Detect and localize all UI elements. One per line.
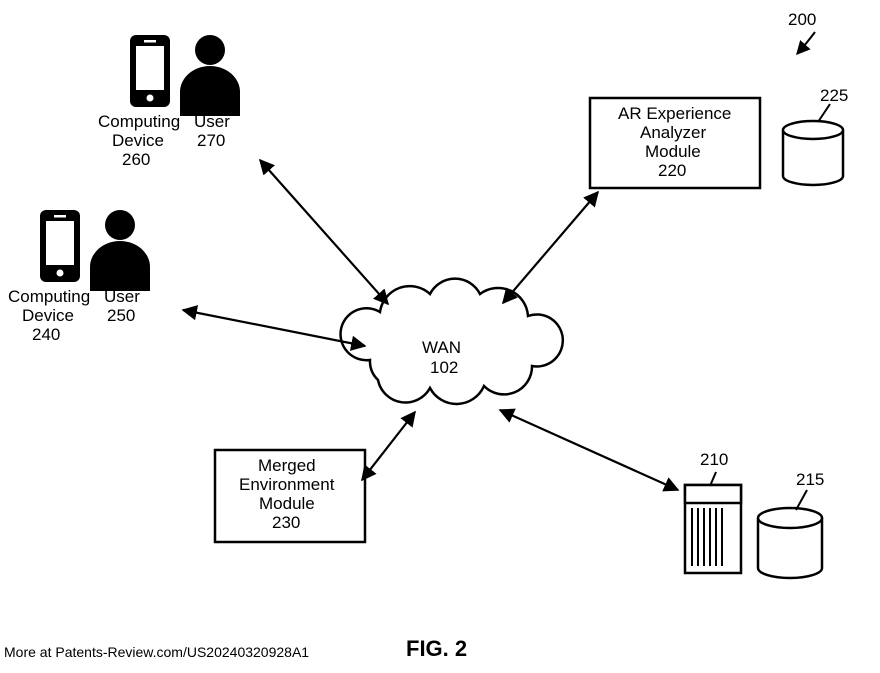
user-270-icon: [180, 35, 240, 116]
footer-text: More at Patents-Review.com/US20240320928…: [4, 644, 309, 661]
ref-200-label: 200: [788, 10, 816, 30]
ar-line-0: AR Experience: [618, 104, 731, 124]
leader-line-1: [796, 490, 807, 510]
user-250-label-1: 250: [107, 306, 135, 326]
user-270-label-0: User: [194, 112, 230, 132]
merged-line-1: Environment: [239, 475, 334, 495]
connector-arrow-3: [500, 410, 678, 490]
leader-line-0: [818, 104, 830, 122]
phone-240-label-0: Computing: [8, 287, 90, 307]
server-210-label: 210: [700, 450, 728, 470]
cloud-text-1: WAN: [422, 338, 461, 358]
phone-260-label-0: Computing: [98, 112, 180, 132]
diagram-canvas: [0, 0, 880, 673]
db-225-label: 225: [820, 86, 848, 106]
ar-line-2: Module: [645, 142, 701, 162]
ar-line-3: 220: [658, 161, 686, 181]
phone-240-label-1: Device: [22, 306, 74, 326]
cloud-text-2: 102: [430, 358, 458, 378]
merged-line-0: Merged: [258, 456, 316, 476]
db-215-label: 215: [796, 470, 824, 490]
merged-line-2: Module: [259, 494, 315, 514]
phone-260-label-1: Device: [112, 131, 164, 151]
figure-label: FIG. 2: [406, 636, 467, 662]
user-270-label-1: 270: [197, 131, 225, 151]
ar-line-1: Analyzer: [640, 123, 706, 143]
server-210: [685, 485, 741, 573]
connector-arrow-2: [362, 412, 415, 480]
phone-260-label-2: 260: [122, 150, 150, 170]
connector-arrow-4: [503, 192, 598, 303]
merged-line-3: 230: [272, 513, 300, 533]
database-225: [783, 121, 843, 185]
ref-200-leader: [797, 32, 815, 54]
phone-240-label-2: 240: [32, 325, 60, 345]
user-250-label-0: User: [104, 287, 140, 307]
connector-arrow-1: [183, 310, 365, 346]
phone-260-icon: [130, 35, 170, 107]
user-250-icon: [90, 210, 150, 291]
connector-arrow-0: [260, 160, 388, 304]
phone-240-icon: [40, 210, 80, 282]
database-215: [758, 508, 822, 578]
